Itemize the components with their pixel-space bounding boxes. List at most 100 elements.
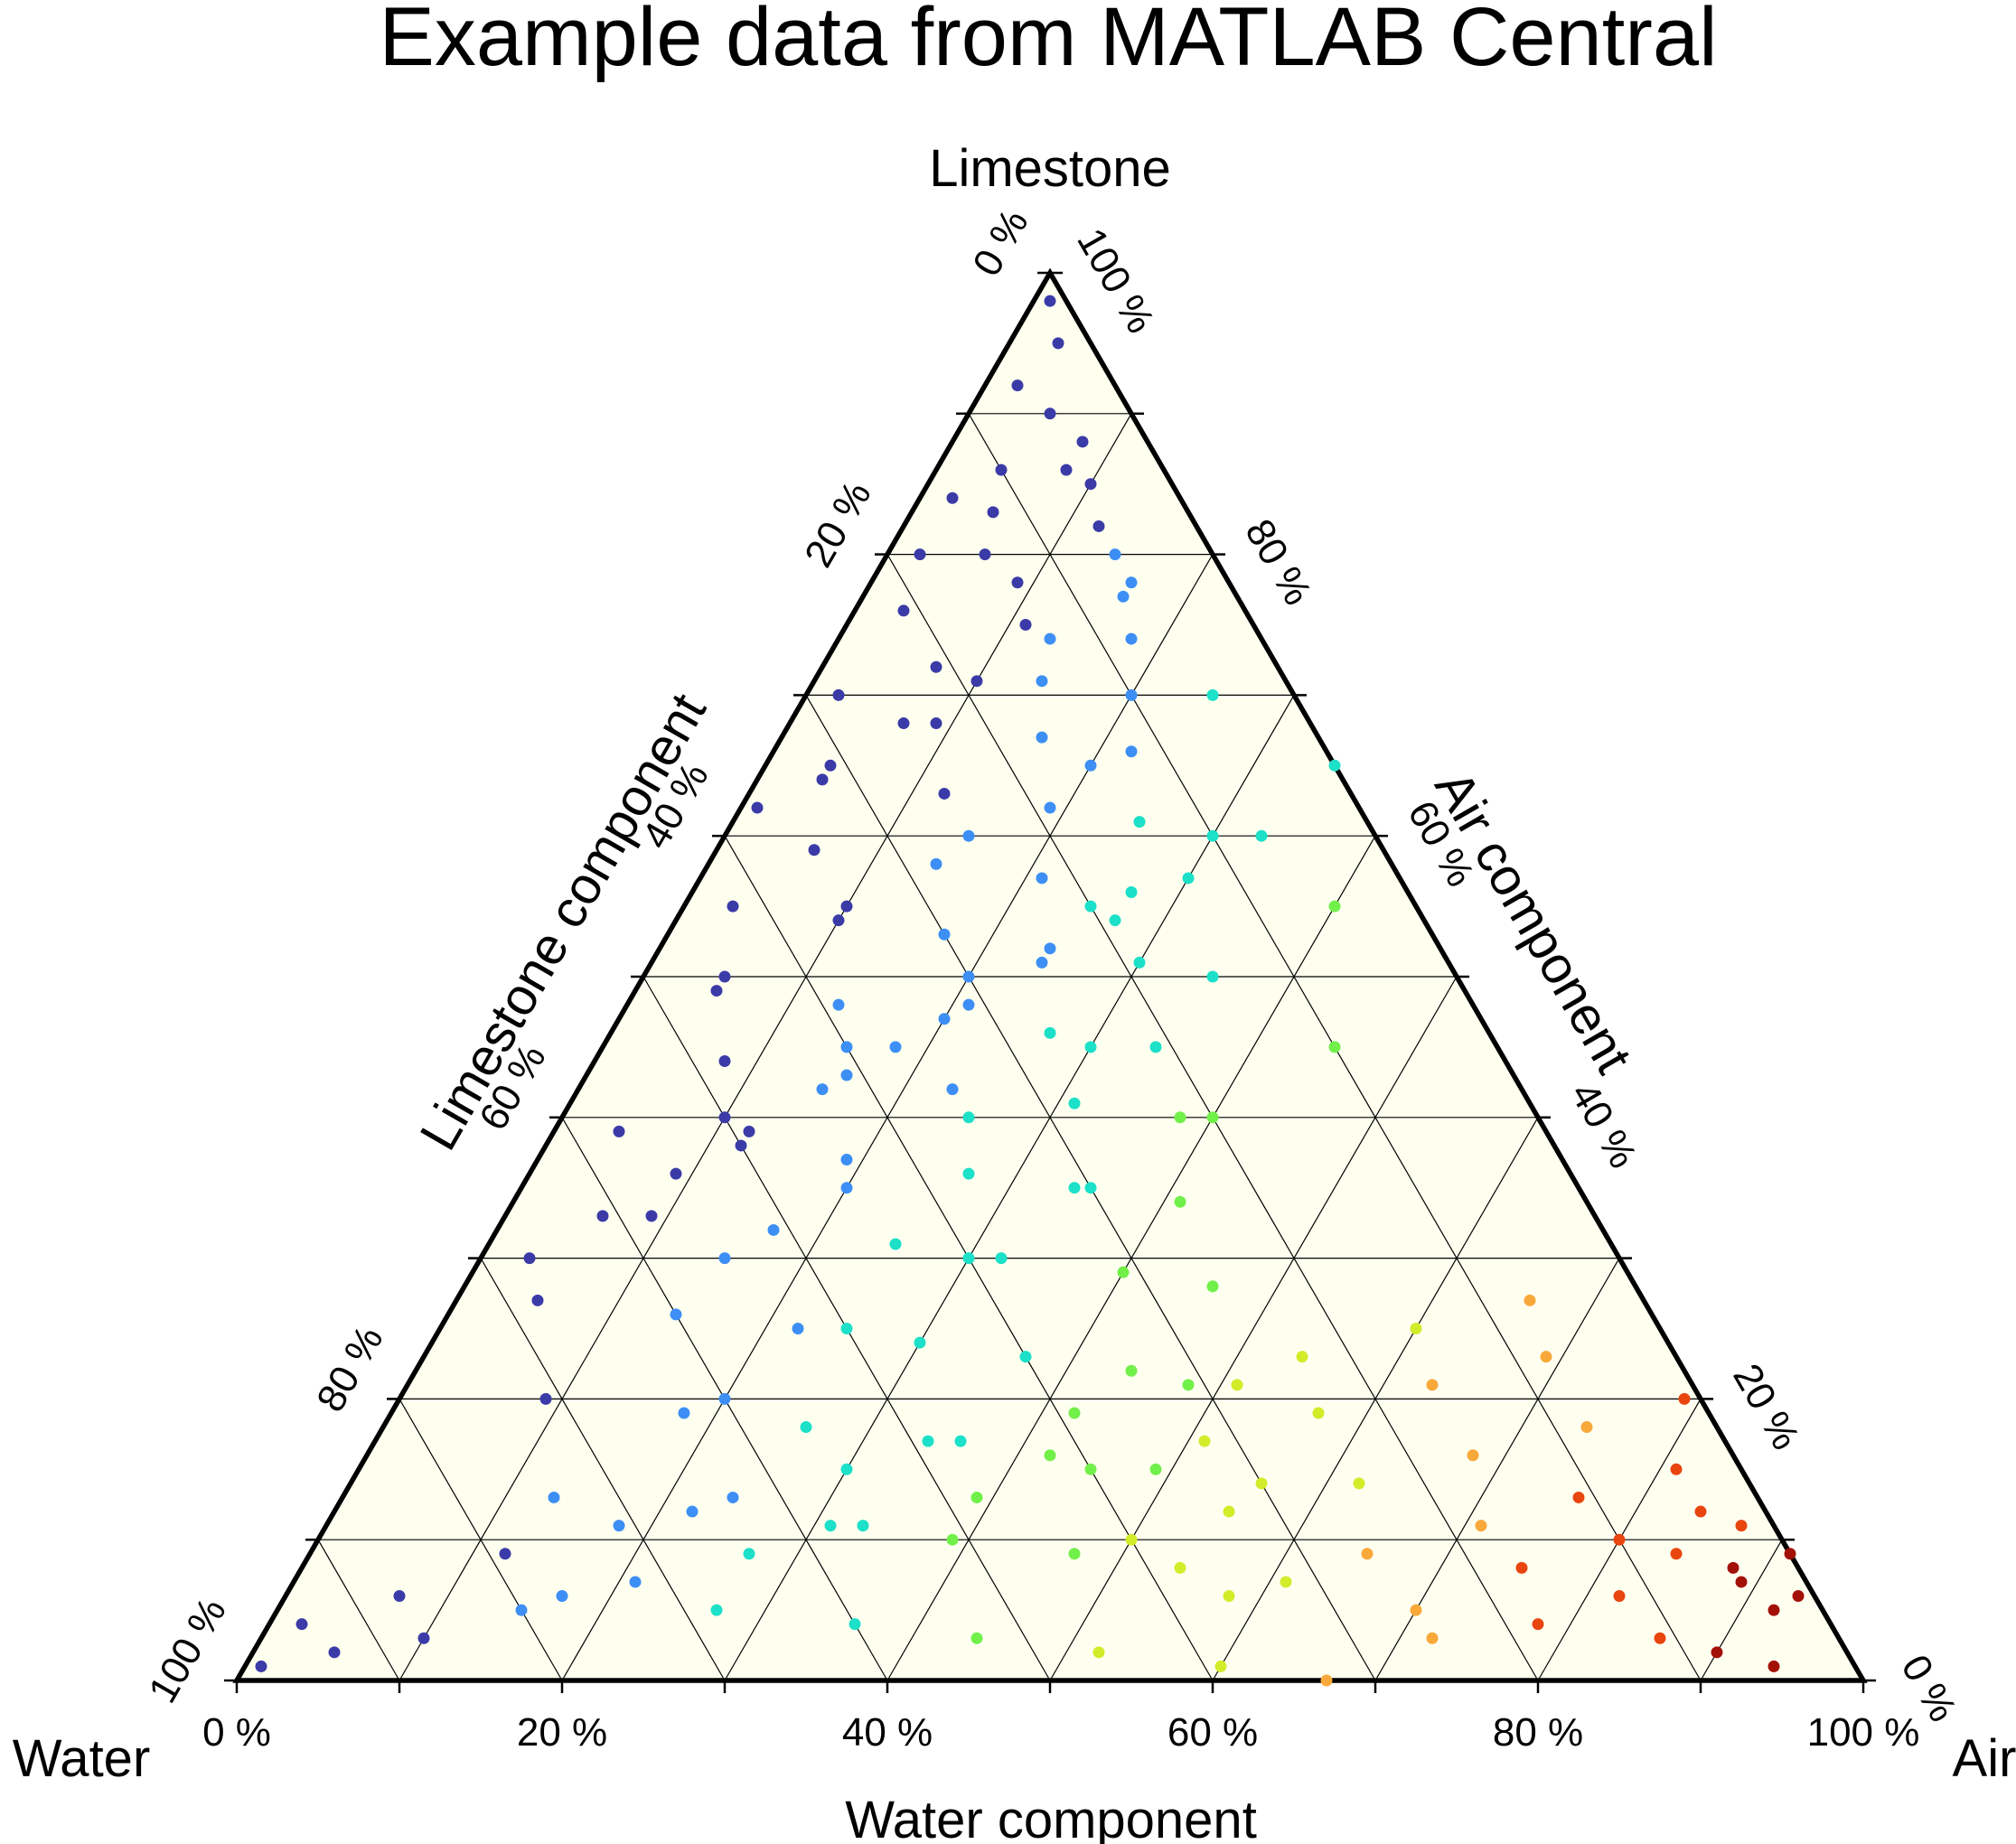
data-point <box>857 1520 869 1532</box>
data-point <box>1280 1576 1292 1588</box>
data-point <box>417 1632 430 1644</box>
data-point <box>840 900 853 913</box>
data-point <box>1117 1266 1130 1278</box>
data-point <box>1735 1576 1748 1588</box>
tick-marks <box>224 271 1876 1693</box>
data-point <box>718 1054 731 1067</box>
data-point <box>255 1660 267 1672</box>
data-point <box>515 1604 528 1616</box>
data-point <box>1328 1041 1341 1053</box>
data-point <box>1768 1604 1780 1616</box>
data-point <box>1784 1548 1796 1560</box>
data-point <box>670 1167 682 1180</box>
data-point <box>962 970 975 983</box>
data-point <box>1613 1590 1626 1603</box>
tick-label-air: 40 % <box>1561 1075 1646 1175</box>
data-point <box>556 1590 568 1603</box>
tick-label-water: 0 % <box>202 1710 271 1755</box>
data-point <box>727 1491 739 1503</box>
data-point <box>1036 731 1048 744</box>
data-point <box>979 548 991 561</box>
data-point <box>824 759 837 772</box>
data-point <box>1019 1351 1032 1363</box>
data-point <box>1515 1561 1528 1574</box>
data-point <box>1572 1491 1585 1503</box>
data-point <box>710 1604 723 1616</box>
data-point <box>718 1392 731 1405</box>
data-point <box>1255 1477 1268 1490</box>
data-point <box>1410 1604 1422 1616</box>
data-point <box>962 1167 975 1180</box>
data-point <box>1613 1533 1626 1546</box>
data-point <box>1223 1505 1235 1518</box>
data-point <box>727 900 739 913</box>
tick-label-water: 80 % <box>1493 1710 1583 1755</box>
data-point <box>1044 407 1056 420</box>
chart-title: Example data from MATLAB Central <box>379 0 1717 83</box>
data-point <box>1426 1632 1439 1644</box>
data-point <box>1076 435 1089 448</box>
data-point <box>1044 942 1056 955</box>
tick-label-water: 60 % <box>1167 1710 1258 1755</box>
data-point <box>1296 1351 1308 1363</box>
data-point <box>1206 829 1219 842</box>
data-point <box>1174 1111 1186 1124</box>
data-point <box>1182 1379 1195 1391</box>
data-point <box>1125 632 1138 645</box>
data-point <box>930 857 942 870</box>
data-point <box>1353 1477 1365 1490</box>
data-point <box>1044 295 1056 307</box>
data-point <box>686 1505 699 1518</box>
data-point <box>832 914 845 927</box>
data-point <box>970 1491 983 1503</box>
data-point <box>1052 337 1064 350</box>
data-point <box>1068 1097 1081 1109</box>
data-point <box>1125 1533 1138 1546</box>
tick-label-limestone: 0 % <box>964 202 1036 284</box>
data-point <box>743 1125 755 1137</box>
data-point <box>849 1618 861 1631</box>
data-point <box>1125 886 1138 899</box>
data-point <box>295 1618 308 1631</box>
data-point <box>1580 1421 1593 1434</box>
data-point <box>1792 1590 1805 1603</box>
tick-label-air: 80 % <box>1236 512 1320 613</box>
data-point <box>1532 1618 1544 1631</box>
data-point <box>897 717 910 730</box>
data-point <box>1670 1463 1683 1475</box>
data-point <box>1410 1323 1422 1334</box>
grid-line-air <box>480 1258 726 1681</box>
data-point <box>328 1646 341 1659</box>
data-point <box>1214 1660 1227 1672</box>
data-point <box>1174 1195 1186 1208</box>
data-point <box>1019 619 1032 631</box>
data-point <box>1361 1548 1374 1560</box>
data-point <box>1524 1294 1536 1306</box>
tick-label-limestone: 80 % <box>308 1318 392 1418</box>
data-point <box>946 1083 959 1096</box>
data-point <box>613 1520 625 1532</box>
data-point <box>840 1182 853 1194</box>
data-point <box>1328 759 1341 772</box>
data-point <box>930 660 942 673</box>
data-point <box>596 1210 609 1222</box>
data-point <box>718 1111 731 1124</box>
data-point <box>970 1632 983 1644</box>
data-point <box>922 1435 934 1447</box>
data-point <box>1206 1280 1219 1293</box>
data-point <box>970 675 983 688</box>
data-point <box>1044 1026 1056 1039</box>
data-point <box>1223 1590 1235 1603</box>
data-point <box>840 1154 853 1166</box>
data-point <box>1174 1561 1186 1574</box>
corner-label-air: Air <box>1953 1729 2016 1788</box>
data-point <box>808 844 820 856</box>
data-point <box>1475 1520 1487 1532</box>
data-point <box>1125 576 1138 589</box>
data-point <box>1117 590 1130 603</box>
data-point <box>1320 1674 1333 1687</box>
data-point <box>946 1533 959 1546</box>
data-point <box>1084 759 1097 772</box>
data-point <box>840 1069 853 1081</box>
